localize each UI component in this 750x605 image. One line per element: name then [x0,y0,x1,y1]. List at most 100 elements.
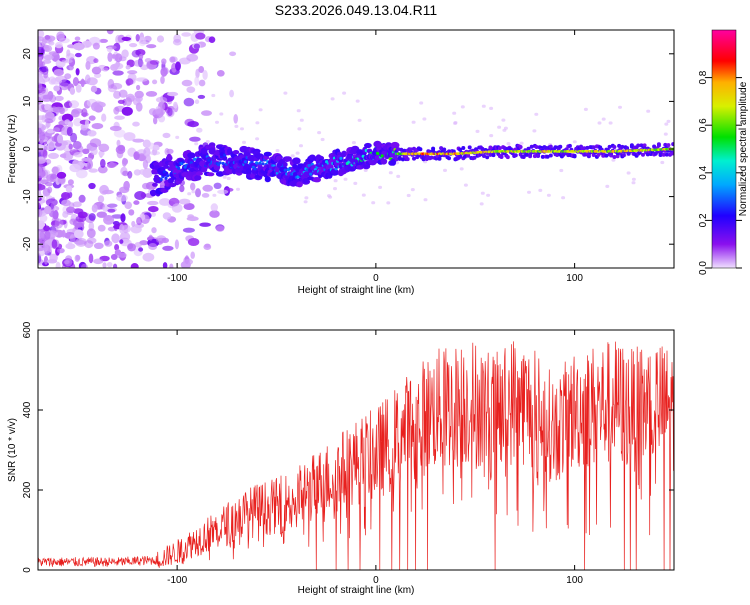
heatmap-noise-cell [148,234,153,241]
heatmap-noise-cell [69,218,77,225]
heatmap-noise-cell [133,200,140,205]
heatmap-noise-cell [171,203,183,213]
heatmap-noise-cell [149,59,160,65]
x-tick-label: 100 [566,273,583,284]
heatmap-noise-cell [125,64,131,70]
heatmap-noise-cell [422,117,427,121]
heatmap-noise-cell [112,70,124,76]
heatmap-noise-cell [106,30,114,35]
heatmap-ridge-cell [177,166,181,170]
heatmap-noise-cell [396,174,401,178]
snr-line [38,341,674,570]
heatmap-noise-cell [160,76,165,84]
heatmap-signal-cell [567,143,572,148]
heatmap-noise-cell [48,152,59,159]
heatmap-signal-cell [390,141,400,149]
heatmap-noise-cell [215,225,225,232]
heatmap-noise-cell [534,112,539,116]
heatmap-noise-cell [355,99,360,103]
heatmap-signal-cell [604,153,609,158]
heatmap-noise-cell [618,105,622,109]
heatmap-noise-cell [121,224,131,233]
heatmap-noise-cell [128,209,135,216]
heatmap-noise-cell [572,140,577,144]
heatmap-noise-cell [406,193,411,198]
heatmap-noise-cell [101,113,107,122]
heatmap-noise-cell [50,77,62,85]
heatmap-noise-cell [132,138,145,143]
heatmap-signal-cell [534,145,539,149]
heatmap-noise-cell [195,32,206,40]
heatmap-noise-cell [127,243,136,252]
y-tick-label: 0 [22,146,33,152]
heatmap-noise-cell [87,159,93,170]
heatmap-signal-cell [596,152,601,157]
heatmap-noise-cell [135,102,143,112]
heatmap-noise-cell [174,239,179,250]
heatmap-noise-cell [107,208,116,213]
heatmap-noise-cell [117,99,125,104]
heatmap-noise-cell [96,211,108,218]
heatmap-noise-cell [138,36,147,47]
heatmap-signal-cell [499,154,504,158]
heatmap-noise-cell [48,141,55,151]
heatmap-noise-cell [44,135,50,141]
heatmap-signal-cell [246,168,252,175]
heatmap-noise-cell [38,96,42,105]
heatmap-signal-cell [645,152,650,157]
heatmap-noise-cell [152,79,158,85]
snr-y-axis-label: SNR (10 * v/v) [7,418,18,482]
heatmap-noise-cell [44,230,51,240]
heatmap-noise-cell [186,216,199,222]
heatmap-signal-cell [641,152,645,157]
heatmap-signal-cell [222,155,228,161]
heatmap-noise-cell [49,175,55,181]
heatmap-noise-cell [118,89,128,98]
heatmap-noise-cell [173,101,178,109]
heatmap-signal-cell [480,146,485,151]
heatmap-noise-cell [197,94,206,99]
heatmap-noise-cell [142,252,155,262]
heatmap-noise-cell [38,36,45,42]
heatmap-noise-cell [193,43,200,50]
heatmap-noise-cell [123,132,136,141]
heatmap-ridge-cell [258,161,262,165]
heatmap-noise-cell [107,78,115,89]
snr-ticks: -100 0 100 0 200 400 600 [22,321,674,586]
heatmap-noise-cell [91,204,98,213]
heatmap-noise-cell [410,188,415,192]
heatmap-signal-cell [405,157,410,162]
heatmap-signal-cell [451,149,456,154]
heatmap-noise-cell [138,53,144,60]
heatmap-noise-cell [60,130,66,135]
heatmap-noise-cell [178,198,191,205]
heatmap-noise-cell [54,95,64,102]
heatmap-noise-cell [443,168,447,172]
heatmap-noise-cell [65,53,75,60]
heatmap-noise-cell [69,87,76,95]
heatmap-noise-cell [125,78,134,86]
heatmap-noise-cell [134,223,144,229]
heatmap-noise-cell [371,201,376,205]
heatmap-noise-cell [489,134,494,138]
heatmap-noise-cell [56,134,64,144]
heatmap-noise-cell [519,141,524,145]
heatmap-noise-cell [299,144,303,148]
heatmap-noise-cell [74,36,81,41]
heatmap-noise-cell [87,130,97,137]
heatmap-noise-cell [111,233,120,244]
heatmap-noise-cell [77,211,88,219]
heatmap-noise-cell [194,142,199,146]
heatmap-noise-cell [69,234,76,243]
heatmap-noise-cell [57,248,65,254]
heatmap-noise-cell [297,127,302,131]
heatmap-noise-cell [660,160,665,165]
heatmap-ridge-cell [307,164,311,168]
heatmap-noise-cell [646,109,651,113]
heatmap-noise-cell [75,84,82,93]
heatmap-noise-cell [212,193,217,197]
heatmap-noise-cell [138,247,144,252]
heatmap-ridge-cell [253,167,257,171]
